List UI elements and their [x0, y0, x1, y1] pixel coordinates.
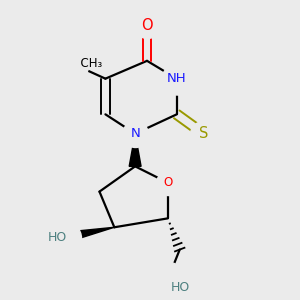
- Point: [201, 131, 206, 136]
- Text: O: O: [141, 18, 153, 33]
- Point: [174, 76, 179, 81]
- Point: [145, 23, 149, 28]
- Text: S: S: [199, 126, 208, 141]
- Text: CH₃: CH₃: [73, 57, 102, 70]
- Text: N: N: [130, 127, 140, 140]
- Point: [133, 131, 137, 136]
- Point: [165, 180, 170, 185]
- Point: [61, 235, 66, 240]
- Text: HO: HO: [171, 281, 190, 294]
- Polygon shape: [129, 134, 141, 166]
- Text: HO: HO: [47, 231, 67, 244]
- Text: NH: NH: [167, 72, 187, 85]
- Point: [165, 180, 170, 185]
- Polygon shape: [63, 227, 114, 243]
- Point: [165, 277, 170, 282]
- Point: [70, 61, 75, 66]
- Text: O: O: [163, 176, 172, 189]
